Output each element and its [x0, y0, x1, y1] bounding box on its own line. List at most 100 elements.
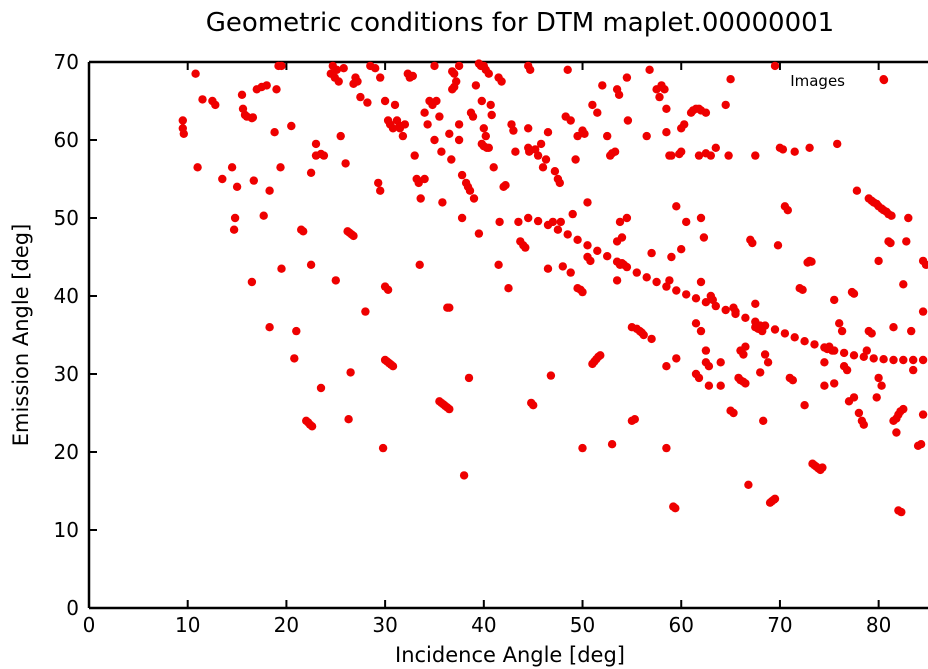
- data-point: [469, 194, 479, 203]
- data-point: [842, 365, 852, 375]
- data-point: [277, 264, 286, 273]
- data-point: [566, 268, 575, 277]
- data-point: [672, 354, 681, 363]
- data-point: [800, 401, 809, 410]
- data-point: [423, 120, 432, 129]
- data-point: [708, 295, 717, 305]
- data-point: [849, 289, 859, 298]
- data-point: [524, 124, 533, 133]
- data-point: [249, 176, 258, 185]
- y-axis-title-group: Emission Angle [deg]: [9, 224, 33, 447]
- data-point: [807, 257, 816, 266]
- y-tick-label: 20: [54, 440, 79, 464]
- data-point: [556, 217, 565, 227]
- data-point: [612, 276, 622, 285]
- data-point: [729, 408, 738, 418]
- x-tick-label: 30: [372, 613, 397, 637]
- x-tick-label: 20: [274, 613, 299, 637]
- plot-frame: [87, 60, 928, 610]
- data-point: [334, 77, 343, 86]
- x-tick-label: 50: [570, 613, 595, 637]
- data-point: [416, 194, 425, 203]
- data-point: [667, 151, 676, 160]
- data-point: [533, 216, 543, 226]
- data-point: [230, 213, 240, 223]
- data-point: [744, 480, 753, 489]
- y-tick-label: 70: [54, 50, 79, 74]
- data-point: [495, 217, 504, 227]
- data-point: [361, 307, 370, 316]
- data-point: [400, 120, 410, 129]
- y-tick-label: 10: [54, 518, 79, 542]
- data-point: [374, 178, 383, 188]
- x-tick-label: 0: [83, 613, 96, 637]
- data-point: [593, 246, 602, 255]
- data-point: [889, 323, 898, 332]
- data-point: [247, 277, 257, 287]
- data-point: [716, 358, 725, 367]
- data-point: [778, 145, 788, 154]
- data-point: [454, 61, 464, 71]
- data-point: [307, 422, 317, 431]
- legend-label: Images: [790, 72, 845, 90]
- data-point: [178, 116, 187, 125]
- data-point: [237, 90, 247, 100]
- data-point: [617, 233, 627, 242]
- data-point: [623, 116, 633, 125]
- data-point: [862, 346, 871, 355]
- data-point: [336, 131, 345, 141]
- y-tick-label: 30: [54, 362, 79, 386]
- data-point: [179, 129, 188, 138]
- data-point: [454, 135, 464, 145]
- data-point: [694, 151, 704, 160]
- data-point: [290, 354, 299, 363]
- data-point: [287, 121, 296, 131]
- data-point: [902, 237, 911, 246]
- data-point: [788, 376, 797, 385]
- data-point: [783, 206, 792, 215]
- data-point: [662, 128, 671, 137]
- data-point: [655, 92, 664, 102]
- data-point: [344, 415, 353, 424]
- data-point: [886, 238, 895, 248]
- data-point: [672, 202, 681, 211]
- data-point: [388, 124, 398, 133]
- data-point: [198, 95, 207, 104]
- data-point: [573, 235, 582, 244]
- data-point: [580, 129, 589, 138]
- data-point: [276, 163, 285, 172]
- data-point: [724, 151, 733, 160]
- data-point: [371, 63, 380, 73]
- data-point: [758, 326, 767, 336]
- data-point: [227, 163, 237, 172]
- data-point: [642, 273, 651, 282]
- data-point: [229, 225, 239, 234]
- data-point: [398, 131, 408, 141]
- data-point: [680, 120, 689, 129]
- data-point: [511, 147, 520, 156]
- data-point: [563, 230, 572, 239]
- data-point: [459, 471, 469, 480]
- data-point: [378, 443, 388, 453]
- data-point: [474, 229, 484, 238]
- data-point: [471, 81, 481, 90]
- x-axis-title: Incidence Angle [deg]: [395, 643, 625, 667]
- data-point: [598, 81, 607, 90]
- data-point: [918, 307, 928, 316]
- data-point: [741, 342, 750, 351]
- data-point: [603, 252, 612, 261]
- data-point: [790, 147, 799, 156]
- data-point: [899, 280, 908, 289]
- data-point: [909, 365, 918, 375]
- data-point: [877, 381, 886, 390]
- data-point: [904, 213, 913, 223]
- data-point: [916, 440, 926, 449]
- data-point: [566, 116, 575, 125]
- data-point: [632, 268, 641, 277]
- chart-title: Geometric conditions for DTM maplet.0000…: [206, 8, 834, 38]
- data-point: [835, 319, 844, 328]
- data-point: [741, 379, 750, 388]
- data-point: [593, 108, 602, 117]
- data-point: [504, 284, 513, 293]
- data-point: [854, 408, 864, 418]
